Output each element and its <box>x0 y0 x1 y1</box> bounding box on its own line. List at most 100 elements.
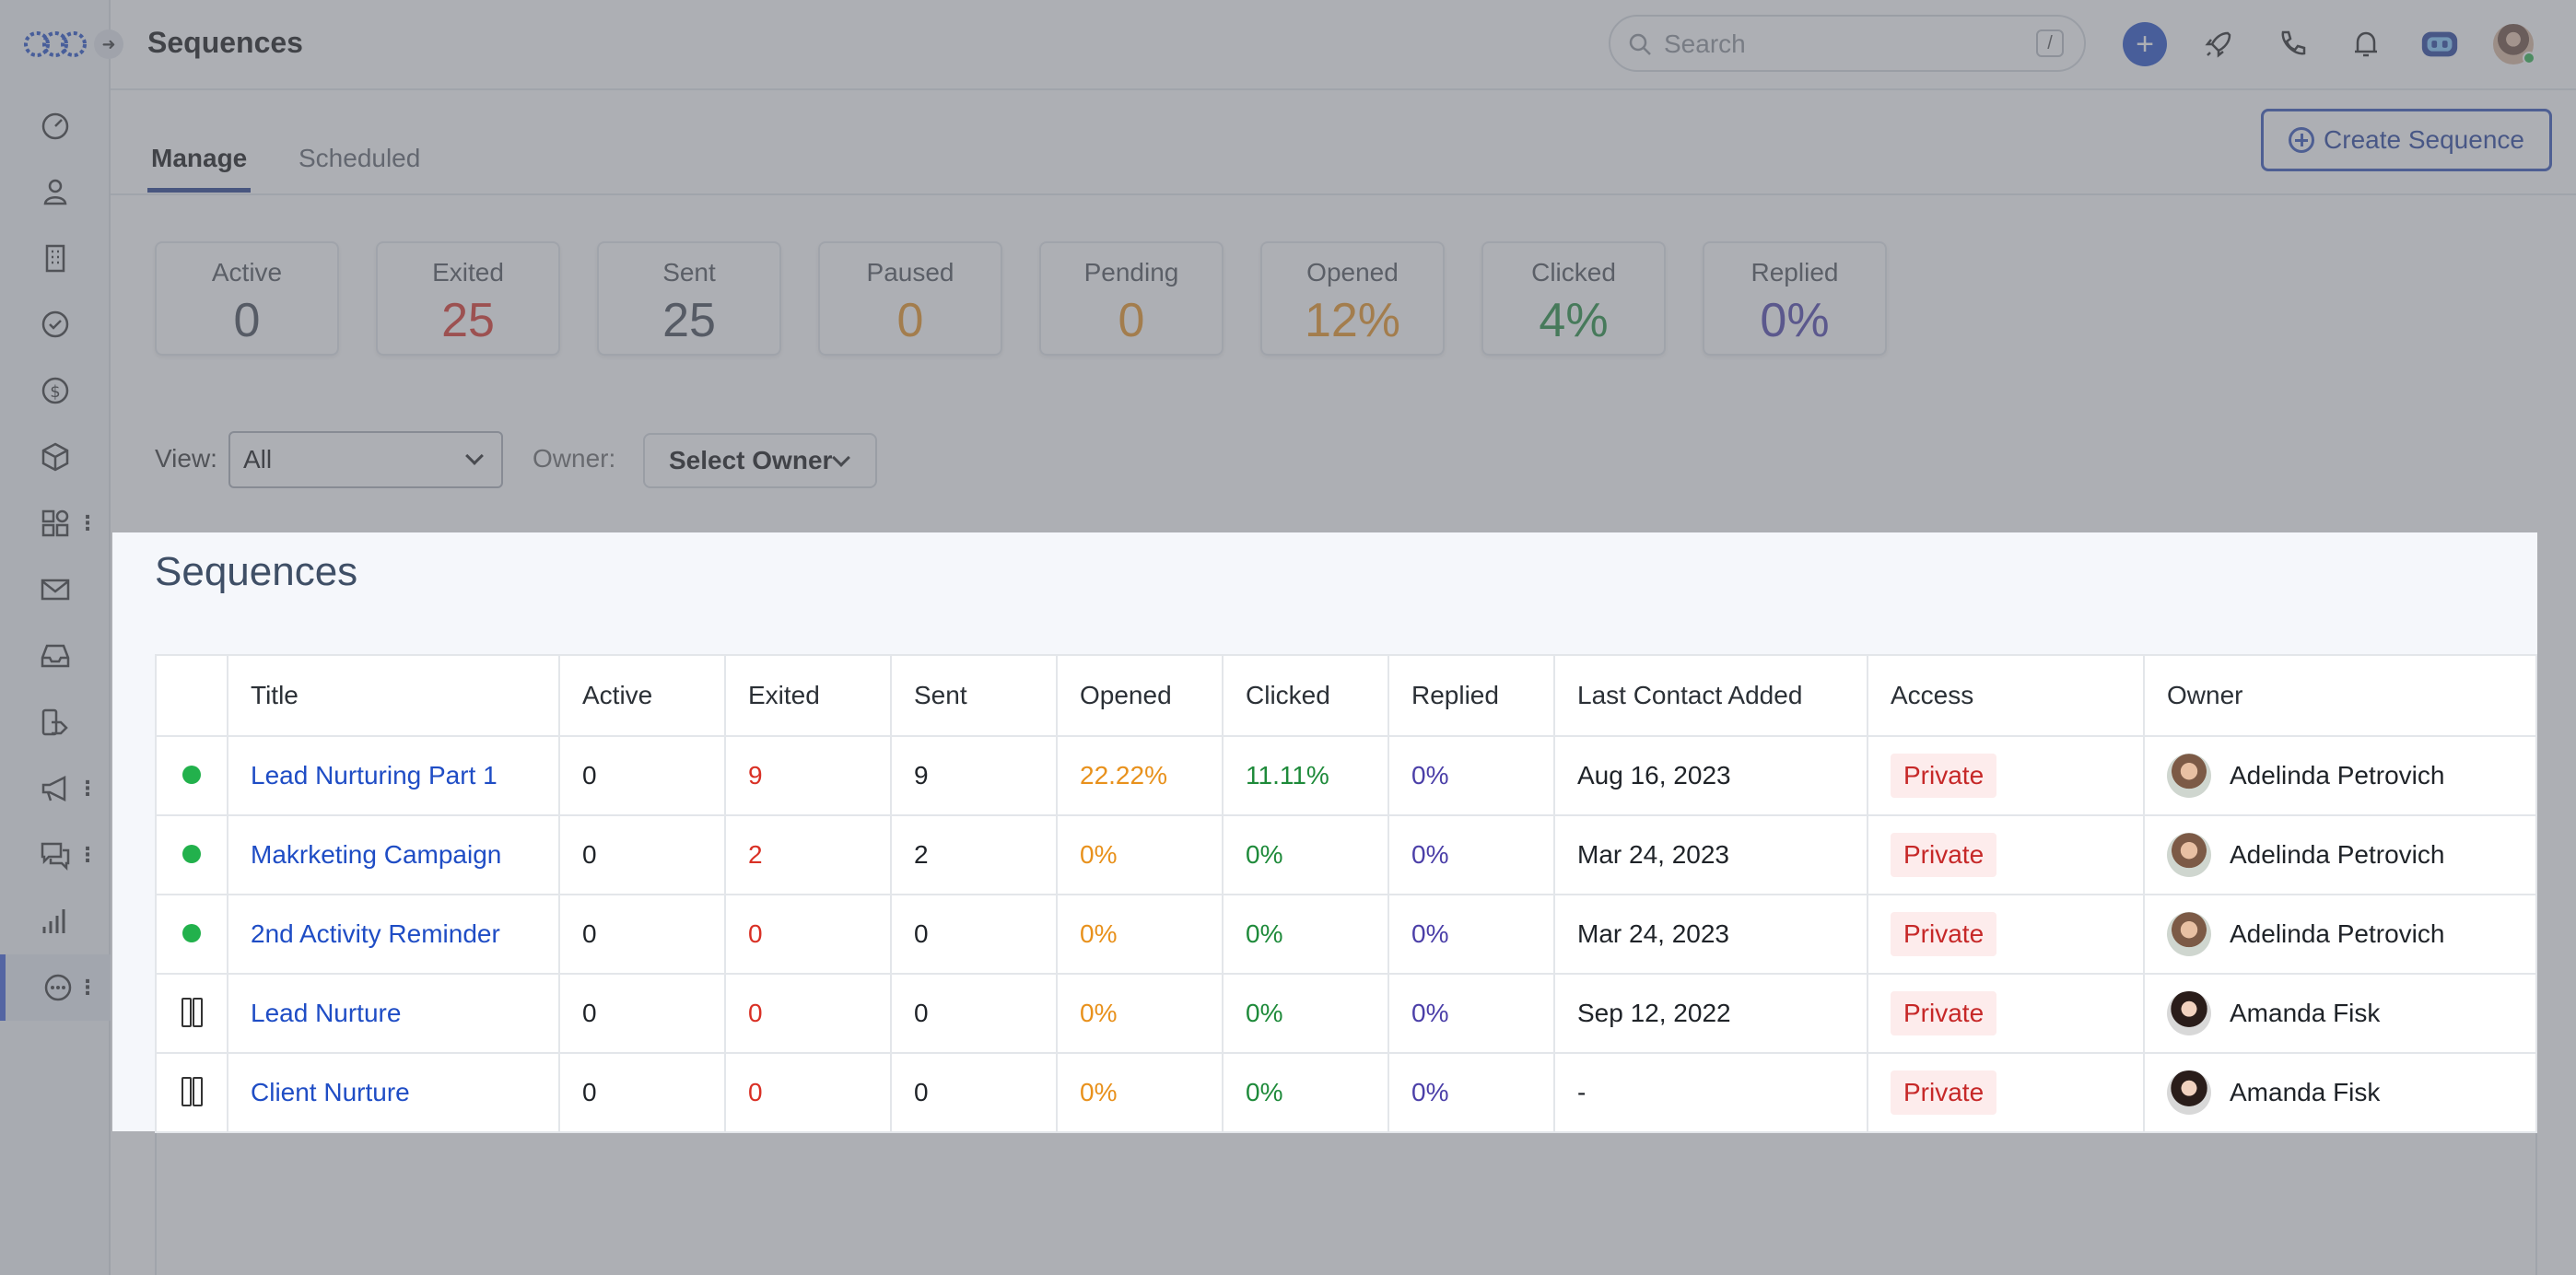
sidebar-item-workflows[interactable] <box>0 689 111 755</box>
cell-last-contact-added: Sep 12, 2022 <box>1553 973 1868 1054</box>
column-header-access[interactable]: Access <box>1867 654 2145 737</box>
stat-label: Clicked <box>1531 258 1616 287</box>
cell-last-contact-added: Mar 24, 2023 <box>1553 894 1868 975</box>
sidebar-item-contacts[interactable] <box>0 158 111 225</box>
owner-name: Adelinda Petrovich <box>2230 840 2445 869</box>
cell-active: 0 <box>558 735 726 816</box>
sidebar-item-reports[interactable] <box>0 888 111 954</box>
cell-opened: 22.22% <box>1056 735 1224 816</box>
table-row[interactable]: 2nd Activity Reminder 0 0 0 0% 0% 0% Mar… <box>155 894 2537 975</box>
cell-sent: 2 <box>890 814 1058 895</box>
add-new-button[interactable]: + <box>2123 22 2167 66</box>
paused-status-icon <box>181 997 203 1027</box>
sidebar-item-campaigns[interactable]: ⋮ <box>0 755 111 822</box>
user-avatar[interactable] <box>2491 22 2535 66</box>
sidebar-item-deals[interactable]: $ <box>0 357 111 424</box>
sidebar-item-companies[interactable] <box>0 225 111 291</box>
kebab-menu-icon[interactable]: ⋮ <box>77 843 98 866</box>
stat-card-pending: Pending 0 <box>1039 241 1224 356</box>
column-header-opened[interactable]: Opened <box>1056 654 1224 737</box>
table-row[interactable]: Makrketing Campaign 0 2 2 0% 0% 0% Mar 2… <box>155 814 2537 895</box>
sidebar-item-email[interactable] <box>0 556 111 623</box>
table-row[interactable]: Lead Nurture 0 0 0 0% 0% 0% Sep 12, 2022… <box>155 973 2537 1054</box>
assistant-bot-icon[interactable] <box>2418 22 2462 66</box>
cell-exited: 0 <box>724 894 892 975</box>
cell-active: 0 <box>558 814 726 895</box>
cell-replied: 0% <box>1388 894 1555 975</box>
dashboard-icon <box>41 112 69 140</box>
cell-sent: 0 <box>890 1052 1058 1133</box>
stat-label: Replied <box>1751 258 1839 287</box>
inbox-icon <box>41 644 70 668</box>
search-box[interactable]: / <box>1609 15 2086 72</box>
app-logo-icon[interactable] <box>24 28 87 61</box>
stat-label: Pending <box>1083 258 1179 287</box>
search-input[interactable] <box>1664 26 2014 63</box>
column-header-last-contact-added[interactable]: Last Contact Added <box>1553 654 1868 737</box>
sequence-title-link[interactable]: Lead Nurture <box>251 999 402 1027</box>
expand-sidebar-arrow-icon[interactable]: ➜ <box>94 29 123 59</box>
sidebar-item-products[interactable] <box>0 424 111 490</box>
owner-select-button[interactable]: Select Owner <box>643 433 877 488</box>
column-header-owner[interactable]: Owner <box>2143 654 2537 737</box>
stat-value: 25 <box>662 294 716 347</box>
top-header: Sequences / + <box>111 0 2576 90</box>
column-header-active[interactable]: Active <box>558 654 726 737</box>
view-select[interactable]: All <box>228 431 503 488</box>
tab-manage[interactable]: Manage <box>151 144 248 172</box>
cell-opened: 0% <box>1056 814 1224 895</box>
cell-opened: 0% <box>1056 894 1224 975</box>
rocket-icon[interactable] <box>2196 22 2241 66</box>
kebab-menu-icon[interactable]: ⋮ <box>77 511 98 534</box>
table-row[interactable]: Client Nurture 0 0 0 0% 0% 0% - Private … <box>155 1052 2537 1133</box>
cell-sent: 0 <box>890 894 1058 975</box>
phone-icon[interactable] <box>2270 22 2314 66</box>
owner-avatar <box>2167 833 2211 877</box>
owner-name: Amanda Fisk <box>2230 1078 2381 1106</box>
cell-replied: 0% <box>1388 973 1555 1054</box>
stat-card-replied: Replied 0% <box>1703 241 1887 356</box>
stat-label: Active <box>211 258 283 287</box>
access-badge: Private <box>1891 754 1997 798</box>
owner-name: Adelinda Petrovich <box>2230 761 2445 790</box>
sidebar-item-apps[interactable]: ⋮ <box>0 490 111 556</box>
owner-avatar <box>2167 754 2211 798</box>
sequence-title-link[interactable]: 2nd Activity Reminder <box>251 919 500 948</box>
cell-clicked: 0% <box>1222 973 1389 1054</box>
column-header-sent[interactable]: Sent <box>890 654 1058 737</box>
column-header-clicked[interactable]: Clicked <box>1222 654 1389 737</box>
sequence-title-link[interactable]: Client Nurture <box>251 1078 410 1106</box>
stat-value: 0 <box>233 294 261 347</box>
column-header-exited[interactable]: Exited <box>724 654 892 737</box>
sidebar-item-tasks[interactable] <box>0 291 111 357</box>
cell-opened: 0% <box>1056 973 1224 1054</box>
access-badge: Private <box>1891 1070 1997 1115</box>
active-status-dot-icon <box>182 845 201 863</box>
column-header-replied[interactable]: Replied <box>1388 654 1555 737</box>
online-status-dot <box>2523 52 2535 64</box>
create-sequence-button[interactable]: Create Sequence <box>2261 109 2552 171</box>
stat-card-active: Active 0 <box>155 241 339 356</box>
create-sequence-label: Create Sequence <box>2324 125 2524 154</box>
kebab-menu-icon[interactable]: ⋮ <box>77 777 98 800</box>
cell-opened: 0% <box>1056 1052 1224 1133</box>
stat-label: Opened <box>1306 258 1399 287</box>
sidebar-item-chat[interactable]: ⋮ <box>0 822 111 888</box>
bell-icon[interactable] <box>2344 22 2388 66</box>
email-icon <box>41 579 70 601</box>
sidebar-item-sequences[interactable]: ⋮ <box>0 954 111 1021</box>
sequences-table: Title Active Exited Sent Opened Clicked … <box>155 654 2537 1133</box>
table-header-row: Title Active Exited Sent Opened Clicked … <box>155 654 2537 737</box>
view-label: View: <box>155 444 217 473</box>
cell-sent: 9 <box>890 735 1058 816</box>
owner-avatar <box>2167 991 2211 1035</box>
chevron-down-icon <box>465 447 484 465</box>
sidebar-item-dashboard[interactable] <box>0 92 111 158</box>
tab-scheduled[interactable]: Scheduled <box>299 144 421 172</box>
column-header-title[interactable]: Title <box>227 654 560 737</box>
sequence-title-link[interactable]: Makrketing Campaign <box>251 840 502 869</box>
sidebar-item-inbox[interactable] <box>0 623 111 689</box>
table-row[interactable]: Lead Nurturing Part 1 0 9 9 22.22% 11.11… <box>155 735 2537 816</box>
sequence-title-link[interactable]: Lead Nurturing Part 1 <box>251 761 498 790</box>
kebab-menu-icon[interactable]: ⋮ <box>77 976 98 999</box>
